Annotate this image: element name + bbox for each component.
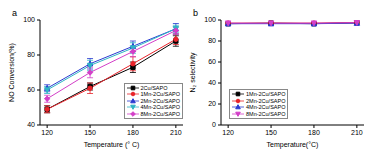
svg-text:NO Conversion(%): NO Conversion(%)	[8, 43, 16, 102]
svg-text:40: 40	[208, 79, 216, 86]
html-text:2Mn-2Cu/SAPO: 2Mn-2Cu/SAPO	[246, 97, 286, 104]
html-text:4Mn-2Cu/SAPO: 4Mn-2Cu/SAPO	[246, 104, 286, 110]
html-text:2Cu/SAPO: 2Cu/SAPO	[140, 84, 168, 91]
svg-text:0: 0	[212, 121, 216, 128]
svg-text:40: 40	[27, 121, 35, 128]
svg-text:60: 60	[208, 58, 216, 65]
html-text:a: a	[12, 8, 17, 18]
html-text:4Mn-2Cu/SAPO: 4Mn-2Cu/SAPO	[140, 104, 180, 110]
svg-text:100: 100	[204, 16, 216, 23]
html-text:1Mn-2Cu/SAPO: 1Mn-2Cu/SAPO	[140, 91, 180, 97]
svg-text:100: 100	[23, 16, 35, 23]
svg-text:180: 180	[308, 129, 320, 136]
svg-text:Temperature (° C): Temperature (° C)	[84, 141, 140, 149]
svg-text:150: 150	[84, 129, 96, 136]
html-text:8Mn-2Cu/SAPO: 8Mn-2Cu/SAPO	[246, 110, 286, 117]
svg-text:80: 80	[208, 37, 216, 44]
html-text:2Mn-2Cu/SAPO: 2Mn-2Cu/SAPO	[140, 97, 180, 104]
svg-text:120: 120	[222, 129, 234, 136]
svg-text:180: 180	[127, 129, 139, 136]
svg-text:210: 210	[351, 129, 363, 136]
html-text:1Mn-2Cu/SAPO: 1Mn-2Cu/SAPO	[246, 91, 286, 97]
html-text:b: b	[193, 8, 198, 18]
svg-text:60: 60	[27, 86, 35, 93]
svg-text:210: 210	[170, 129, 182, 136]
svg-text:20: 20	[208, 100, 216, 107]
svg-text:80: 80	[27, 51, 35, 58]
svg-text:150: 150	[265, 129, 277, 136]
html-text:8Mn-2Cu/SAPO: 8Mn-2Cu/SAPO	[140, 110, 180, 117]
svg-text:Temperature(°C): Temperature(°C)	[267, 141, 319, 149]
svg-text:N₂ selectivity: N₂ selectivity	[189, 52, 197, 93]
svg-text:120: 120	[41, 129, 53, 136]
